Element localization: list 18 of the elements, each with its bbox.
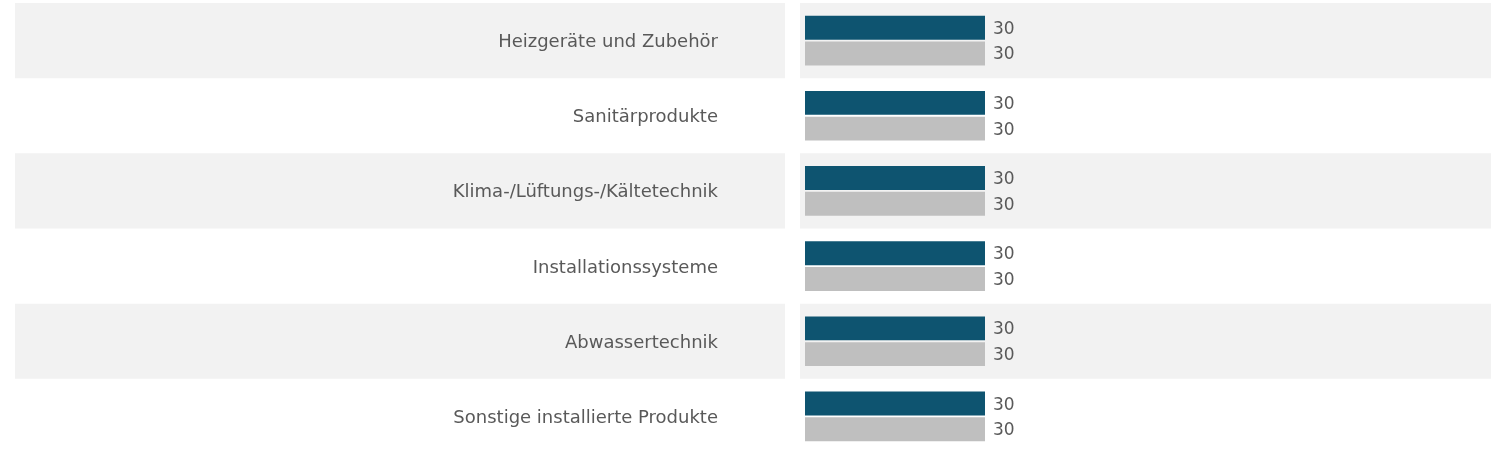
y-tick-label: Heizgeräte und Zubehör [498,30,719,52]
data-label: 30 [993,268,1015,289]
data-label: 30 [993,92,1015,113]
data-label: 30 [993,393,1015,414]
data-label: 30 [993,17,1015,38]
data-label: 30 [993,168,1015,189]
data-label: 30 [993,118,1015,139]
data-label: 30 [993,243,1015,264]
data-label: 30 [993,318,1015,339]
data-label: 30 [993,419,1015,440]
data-label: 30 [993,43,1015,64]
y-tick-label: Installationssysteme [532,255,718,277]
data-label: 30 [993,193,1015,214]
y-tick-label: Klima-/Lüftungs-/Kältetechnik [452,180,719,202]
y-tick-label: Sanitärprodukte [572,105,718,127]
data-label: 30 [993,344,1015,365]
y-tick-label: Abwassertechnik [565,330,719,352]
y-tick-label: Sonstige installierte Produkte [453,405,718,427]
